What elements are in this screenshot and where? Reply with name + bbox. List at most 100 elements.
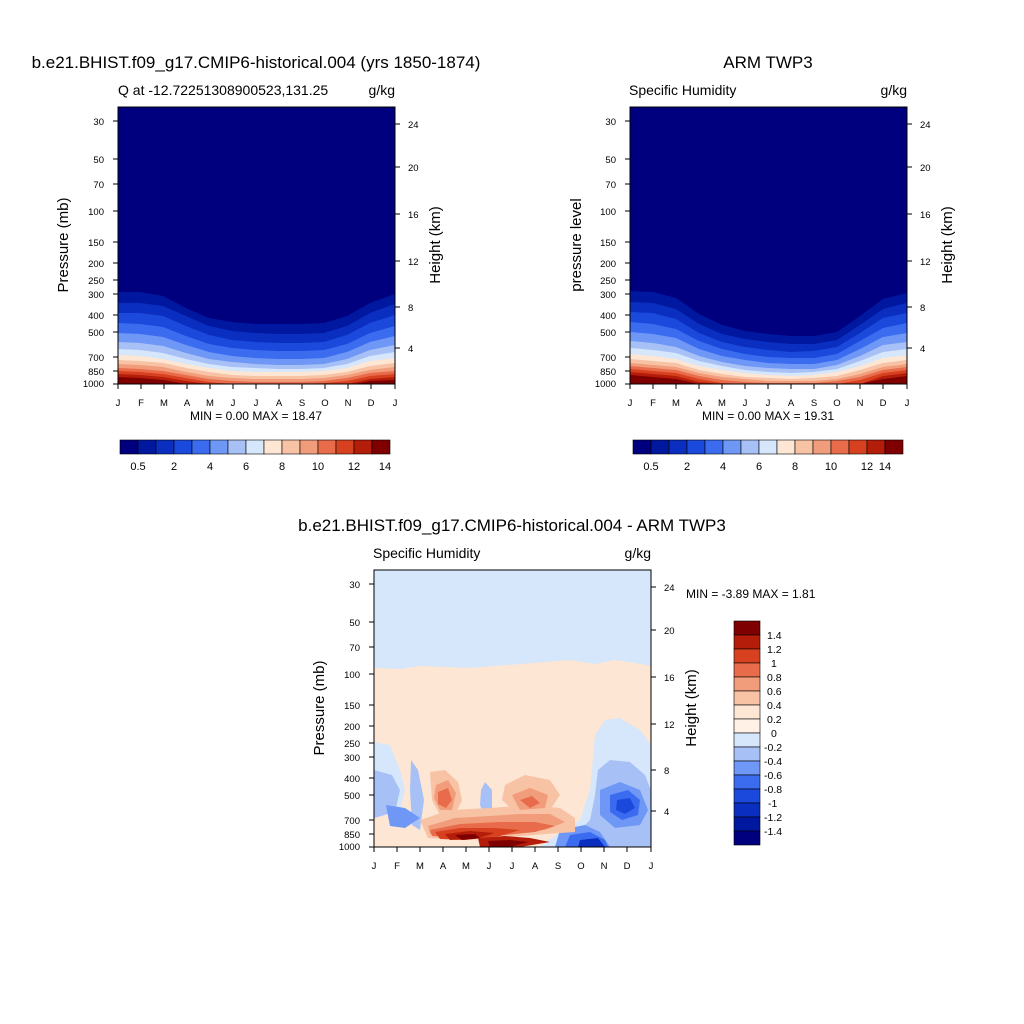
- panel-obs-colorbar-label: 4: [720, 461, 726, 473]
- panel-diff-ytick: 30: [349, 580, 360, 591]
- panel-diff-colorbar-label: 0: [771, 728, 777, 740]
- panel-diff-ylabel: Pressure (mb): [311, 660, 328, 755]
- panel-model-left-axis: [113, 120, 118, 385]
- panel-obs-title: ARM TWP3: [723, 53, 812, 72]
- panel-obs-xtick: M: [672, 398, 680, 409]
- panel-model-subtitle-right: g/kg: [369, 82, 395, 98]
- panel-diff-xtick: J: [487, 861, 492, 872]
- panel-obs-ylabel: pressure level: [568, 198, 585, 291]
- panel-model-ytick: 500: [88, 328, 104, 339]
- panel-diff-plot-area: [374, 570, 651, 847]
- panel-model-xtick: F: [138, 398, 144, 409]
- panel-obs-ytick: 100: [600, 207, 616, 218]
- panel-obs-xtick: A: [788, 398, 795, 409]
- diff-region-pos-max: [455, 834, 480, 840]
- panel-diff-subtitle-right: g/kg: [625, 545, 651, 561]
- panel-model-xtick: M: [160, 398, 168, 409]
- panel-model-colorbar: [119, 439, 391, 455]
- panel-obs-ytick: 700: [600, 353, 616, 364]
- band-14: [630, 375, 907, 384]
- panel-model-ylabel: Pressure (mb): [55, 197, 72, 292]
- panel-diff-xtick: N: [601, 861, 608, 872]
- panel-diff-ytick-right: 16: [664, 673, 675, 684]
- panel-obs-xtick: A: [696, 398, 703, 409]
- panel-obs-ytick: 500: [600, 328, 616, 339]
- panel-diff-ytick-right: 20: [664, 626, 675, 637]
- panel-obs-xtick: M: [718, 398, 726, 409]
- panel-model-xtick: N: [345, 398, 352, 409]
- panel-model-ytick: 400: [88, 311, 104, 322]
- panel-model-colorbar-label: 2: [171, 461, 177, 473]
- panel-model-xtick: J: [116, 398, 121, 409]
- panel-obs-ytick: 70: [605, 180, 616, 191]
- panel-obs-minmax: MIN = 0.00 MAX = 19.31: [702, 409, 834, 423]
- panel-obs-xtick: D: [880, 398, 887, 409]
- panel-model-xtick: A: [184, 398, 191, 409]
- panel-diff-ytick-right: 12: [664, 720, 675, 731]
- panel-model-ytick: 30: [93, 117, 104, 128]
- panel-model-colorbar-label: 8: [279, 461, 285, 473]
- panel-model-ytick: 300: [88, 290, 104, 301]
- panel-model-ytick: 250: [88, 276, 104, 287]
- panel-obs-colorbar-label: 8: [792, 461, 798, 473]
- panel-diff-xtick: A: [532, 861, 539, 872]
- panel-diff-xtick: D: [624, 861, 631, 872]
- diff-region-pos-surface-core: [488, 840, 528, 847]
- panel-obs-ytick: 1000: [595, 379, 616, 390]
- panel-obs-subtitle-left: Specific Humidity: [629, 82, 736, 98]
- panel-model-ytick-right: 8: [408, 303, 413, 314]
- panel-obs-ytick-right: 4: [920, 344, 925, 355]
- panel-diff-xtick: J: [510, 861, 515, 872]
- panel-obs-ytick-right: 8: [920, 303, 925, 314]
- panel-diff-xtick: F: [394, 861, 400, 872]
- panel-model-colorbar-label: 14: [379, 461, 391, 473]
- diff-region-neg-m: [578, 838, 605, 847]
- panel-model-plot-area: [118, 107, 395, 384]
- panel-diff-xtick: A: [440, 861, 447, 872]
- panel-model-ytick: 1000: [83, 379, 104, 390]
- panel-model-title: b.e21.BHIST.f09_g17.CMIP6-historical.004…: [32, 53, 481, 72]
- panel-diff-xtick: M: [416, 861, 424, 872]
- panel-diff-title: b.e21.BHIST.f09_g17.CMIP6-historical.004…: [298, 516, 726, 535]
- panel-model-xtick: A: [276, 398, 283, 409]
- panel-obs-xtick: J: [628, 398, 633, 409]
- diff-region-pos-0.8: [438, 788, 452, 808]
- panel-diff-colorbar-label: 1: [771, 658, 777, 670]
- panel-obs-ytick-right: 16: [920, 210, 931, 221]
- panel-obs-colorbar-label: 10: [825, 461, 837, 473]
- band-12: [630, 369, 907, 384]
- panel-obs-plot-area: [630, 107, 907, 384]
- panel-model-xtick: O: [321, 398, 328, 409]
- panel-diff-colorbar: [733, 620, 761, 846]
- diff-region-neg-e: [410, 760, 424, 830]
- panel-model-ytick-right: 16: [408, 210, 419, 221]
- panel-diff-colorbar-label: 0.4: [767, 700, 782, 712]
- panel-obs-colorbar: [632, 439, 904, 455]
- panel-diff-ytick: 400: [344, 774, 360, 785]
- panel-diff-colorbar-label: 1.4: [767, 630, 782, 642]
- panel-diff-ytick: 200: [344, 722, 360, 733]
- panel-obs-ytick: 850: [600, 367, 616, 378]
- panel-obs-ytick: 200: [600, 259, 616, 270]
- panel-model-ylabel-right: Height (km): [427, 206, 444, 284]
- panel-diff-colorbar-label: -0.2: [764, 742, 782, 754]
- panel-obs-ytick: 250: [600, 276, 616, 287]
- diff-region-pos-1.0-b: [520, 796, 540, 808]
- panel-diff-colorbar-label: 0.8: [767, 672, 782, 684]
- panel-diff-colorbar-label: 1.2: [767, 644, 782, 656]
- panel-diff-colorbar-label: -0.6: [764, 770, 782, 782]
- panel-diff-colorbar-label: -1: [768, 798, 777, 810]
- panel-diff-ytick: 700: [344, 816, 360, 827]
- panel-model-xtick: M: [206, 398, 214, 409]
- panel-model-xtick: J: [393, 398, 398, 409]
- panel-model: b.e21.BHIST.f09_g17.CMIP6-historical.004…: [32, 53, 481, 473]
- panel-model-ytick: 850: [88, 367, 104, 378]
- panel-model-ytick: 700: [88, 353, 104, 364]
- band-14: [118, 377, 395, 384]
- panel-diff: b.e21.BHIST.f09_g17.CMIP6-historical.004…: [298, 516, 816, 872]
- panel-diff-minmax: MIN = -3.89 MAX = 1.81: [686, 587, 816, 601]
- diff-region-neg-g: [386, 805, 420, 828]
- panel-obs-ytick: 50: [605, 155, 616, 166]
- panel-model-ytick: 100: [88, 207, 104, 218]
